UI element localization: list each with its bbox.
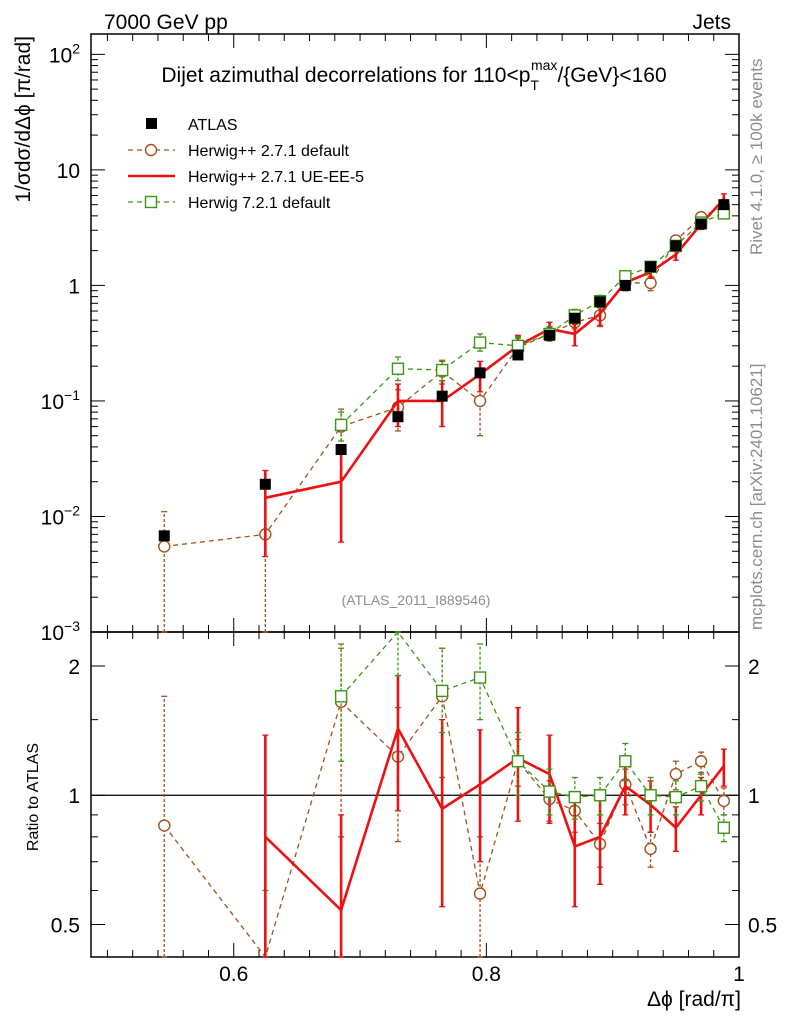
y-tick-label: 10 (57, 160, 80, 183)
ratio-tick-label-right: 1 (748, 785, 760, 808)
legend-label: Herwig 7.2.1 default (188, 195, 331, 212)
ratio-tick-label-right: 0.5 (748, 914, 777, 937)
ratio-point-herwig-7-2-1-default (593, 789, 607, 802)
ratio-point-herwig-2-7-1-default (158, 819, 171, 832)
ratio-point-herwig-2-7-1-default (694, 755, 708, 768)
atlas-data-point (474, 367, 486, 379)
legend-marker-circle (144, 143, 158, 157)
ratio-point-herwig-2-7-1-default (644, 842, 657, 856)
x-tick-label: 0.8 (472, 963, 501, 986)
atlas-data-point (695, 218, 707, 230)
ratio-point-herwig-7-2-1-default (669, 790, 683, 804)
series-group (158, 193, 731, 959)
point-herwig-2-7-1-default (644, 276, 657, 290)
y-tick-exp: −3 (64, 618, 80, 634)
atlas-data-point (619, 279, 631, 291)
chart-title: Dijet azimuthal decorrelations for 110<p… (161, 57, 666, 93)
atlas-data-point (259, 478, 271, 490)
y-tick-base: 10 (49, 44, 72, 67)
ratio-point-herwig-7-2-1-default (334, 690, 348, 703)
atlas-data-point (670, 240, 682, 252)
header-right: Jets (692, 11, 731, 34)
ratio-point-herwig-2-7-1-default (473, 887, 487, 900)
header-left: 7000 GeV pp (104, 11, 228, 34)
ratio-point-herwig-7-2-1-default (717, 821, 731, 834)
ratio-point-herwig-7-2-1-default (511, 755, 525, 768)
legend-marker-atlas (146, 118, 157, 129)
ratio-point-herwig-2-7-1-default (717, 794, 731, 808)
ratio-point-herwig-7-2-1-default (543, 785, 556, 798)
y-tick-label: 1 (68, 275, 80, 298)
ratio-tick-label-right: 2 (748, 656, 760, 679)
point-herwig-7-2-1-default (473, 336, 487, 349)
ratio-y-axis-label: Ratio to ATLAS (25, 743, 42, 851)
y-tick-base: 10 (41, 391, 64, 414)
atlas-data-point (392, 411, 404, 423)
y-tick-label: 10−1 (41, 387, 81, 414)
ratio-plot-frame (90, 631, 740, 958)
y-tick-label: 102 (49, 40, 80, 67)
legend: ATLAS Herwig++ 2.7.1 default Herwig++ 2.7.… (128, 117, 364, 212)
point-herwig-7-2-1-default (334, 418, 348, 432)
ratio-tick-label: 1 (68, 785, 80, 808)
y-axis-label: 1/σdσ/dΔϕ [π/rad] (12, 36, 35, 203)
y-tick-base: 10 (41, 622, 64, 645)
atlas-data-point (335, 443, 347, 455)
point-herwig-2-7-1-default (473, 394, 487, 408)
y-tick-exp: −2 (64, 502, 80, 518)
title-sub: T (530, 77, 539, 93)
atlas-data-point (158, 530, 170, 542)
atlas-data-point (544, 329, 556, 341)
y-tick-exp: 2 (72, 40, 80, 56)
atlas-data-point (594, 296, 606, 308)
legend-label: ATLAS (188, 117, 238, 134)
y-tick-label: 10−2 (41, 502, 81, 529)
point-herwig-7-2-1-default (435, 363, 449, 377)
point-herwig-2-7-1-default (158, 540, 171, 553)
atlas-data-point (569, 312, 581, 324)
ratio-line-herwig-2-7-1-ue-ee-5 (264, 725, 725, 913)
ratio-tick-label: 2 (68, 656, 80, 679)
ratio-point-herwig-2-7-1-default (669, 767, 683, 781)
atlas-data-point (645, 261, 657, 273)
ratio-point-herwig-7-2-1-default (473, 671, 487, 684)
y-tick-base: 1 (68, 275, 80, 298)
atlas-data-group (158, 199, 730, 542)
ratio-tick-label: 0.5 (51, 914, 80, 937)
y-tick-base: 10 (41, 506, 64, 529)
y-tick-label: 10−3 (41, 618, 81, 645)
legend-label: Herwig++ 2.7.1 default (188, 143, 350, 160)
point-herwig-7-2-1-default (391, 362, 405, 375)
series-line-herwig-2-7-1-ue-ee-5 (265, 198, 725, 500)
ratio-axis-ticks: 0.6 0.8 1 0.5 0.5 1 1 2 2 (51, 632, 777, 986)
legend-label: Herwig++ 2.7.1 UE-EE-5 (188, 169, 364, 186)
rivet-label: Rivet 4.1.0, ≥ 100k events (747, 59, 766, 255)
atlas-data-point (718, 199, 730, 211)
legend-marker-square (144, 195, 158, 209)
atlas-data-point (436, 390, 448, 402)
title-main: Dijet azimuthal decorrelations for 110<p (161, 64, 530, 87)
ratio-point-herwig-7-2-1-default (644, 789, 657, 802)
analysis-tag: (ATLAS_2011_I889546) (342, 592, 491, 608)
ratio-point-herwig-7-2-1-default (435, 684, 449, 698)
y-tick-base: 10 (57, 160, 80, 183)
x-tick-label: 0.6 (219, 963, 248, 986)
ratio-point-herwig-7-2-1-default (694, 779, 708, 793)
mcplots-label: mcplots.cern.ch [arXiv:2401.10621] (747, 364, 766, 630)
x-tick-label: 1 (733, 963, 745, 986)
atlas-data-point (512, 349, 524, 361)
x-axis-label: Δϕ [rad/π] (647, 988, 741, 1011)
ratio-point-herwig-7-2-1-default (568, 790, 581, 804)
title-end: /{GeV}<160 (557, 64, 666, 87)
title-sup: max (531, 57, 557, 73)
ratio-line-herwig-2-7-1-default (163, 694, 725, 959)
ratio-point-herwig-7-2-1-default (619, 755, 632, 768)
y-tick-exp: −1 (64, 387, 80, 403)
